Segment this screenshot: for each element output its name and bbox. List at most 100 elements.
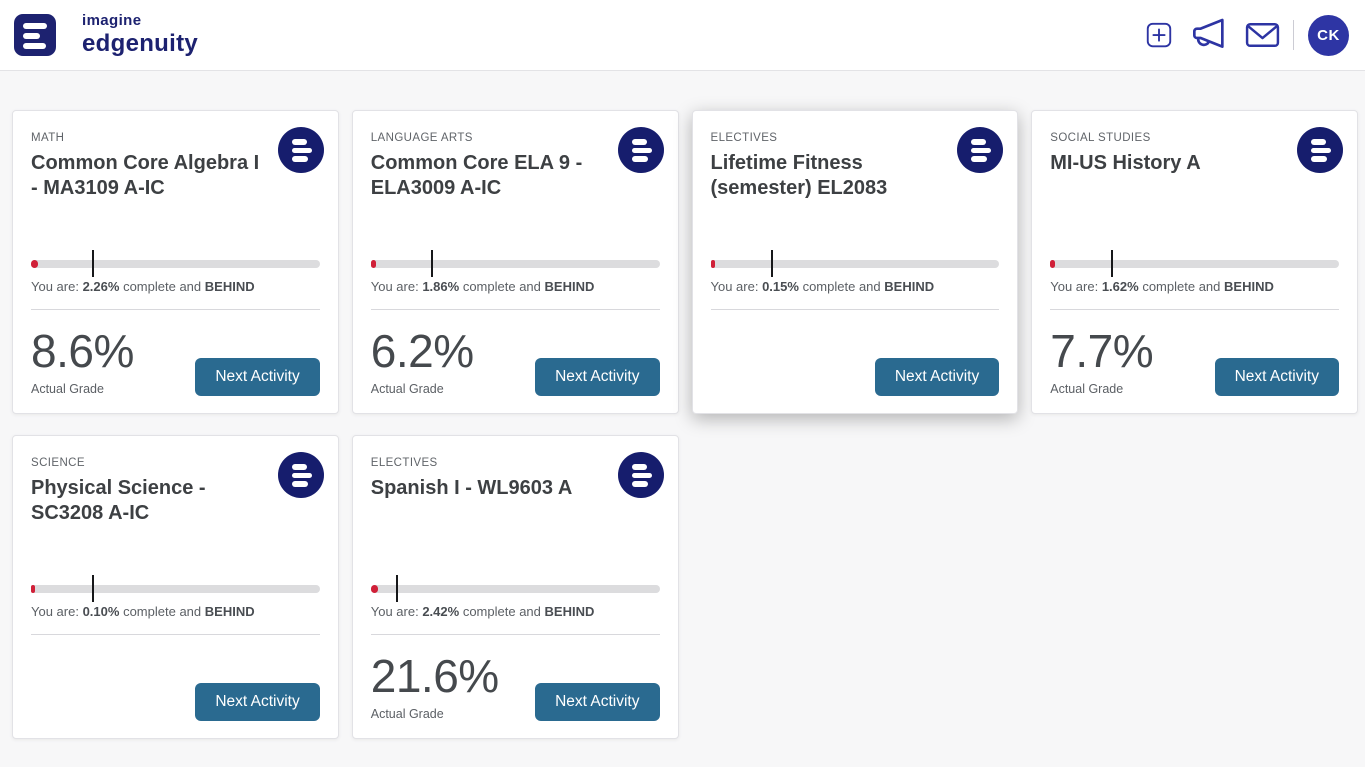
progress-status: You are: 2.26% complete and BEHIND (31, 279, 255, 294)
header-actions: CK (1131, 14, 1349, 56)
progress-track (1050, 260, 1339, 268)
next-activity-button[interactable]: Next Activity (1214, 358, 1339, 396)
progress-bar (1050, 250, 1339, 277)
next-activity-button[interactable]: Next Activity (874, 358, 1000, 396)
progress-status: You are: 0.10% complete and BEHIND (31, 604, 255, 619)
progress-bar (31, 575, 320, 602)
progress-status: You are: 2.42% complete and BEHIND (370, 604, 595, 619)
progress-fill (370, 260, 377, 268)
target-tick (1110, 250, 1113, 277)
next-activity-button[interactable]: Next Activity (535, 683, 660, 721)
status-behind: BEHIND (1224, 279, 1274, 294)
course-head: LANGUAGE ARTS Common Core ELA 9 - ELA300… (371, 132, 660, 251)
course-title: Spanish I - WL9603 A (370, 477, 573, 499)
status-behind: BEHIND (204, 604, 255, 619)
course-card-spanish: ELECTIVES Spanish I - WL9603 A You are: … (351, 435, 679, 739)
progress-track (31, 260, 320, 268)
course-card-ela: LANGUAGE ARTS Common Core ELA 9 - ELA300… (351, 110, 679, 414)
edgenuity-course-icon (1297, 127, 1343, 173)
percent-complete: 0.10% (82, 604, 120, 619)
card-divider (1050, 309, 1339, 310)
grade-value: 21.6% (370, 650, 499, 702)
card-divider (370, 309, 660, 310)
next-activity-button[interactable]: Next Activity (535, 358, 660, 396)
progress-status: You are: 0.15% complete and BEHIND (710, 279, 935, 294)
course-subject: SOCIAL STUDIES (1050, 132, 1151, 144)
messages-icon[interactable] (1244, 19, 1281, 51)
course-title: Physical Science - SC3208 A-IC (31, 477, 206, 524)
grade-block: 21.6% Actual Grade (371, 653, 499, 721)
next-activity-button[interactable]: Next Activity (195, 358, 320, 396)
brand-imagine: imagine (82, 12, 142, 29)
percent-complete: 1.62% (1101, 279, 1139, 294)
card-divider (31, 634, 320, 635)
user-avatar[interactable]: CK (1308, 14, 1349, 56)
next-activity-button[interactable]: Next Activity (195, 683, 320, 721)
course-head: SOCIAL STUDIES MI-US History A (1050, 132, 1339, 251)
grade-block: 7.7% Actual Grade (1050, 328, 1153, 396)
target-tick (395, 575, 398, 602)
header-divider (1293, 20, 1294, 50)
progress-fill (370, 585, 378, 593)
progress-fill (710, 260, 715, 268)
brand-logo[interactable]: imagine edgenuity (14, 12, 198, 58)
course-subject: LANGUAGE ARTS (370, 132, 473, 144)
grade-label: Actual Grade (370, 382, 444, 396)
app-header: imagine edgenuity CK (0, 0, 1365, 71)
edgenuity-logo-icon (14, 14, 56, 56)
dashboard-main: MATH Common Core Algebra I - MA3109 A-IC… (0, 71, 1365, 739)
course-head: SCIENCE Physical Science - SC3208 A-IC (31, 457, 320, 576)
status-behind: BEHIND (204, 279, 255, 294)
course-subject: SCIENCE (31, 457, 85, 469)
course-head: MATH Common Core Algebra I - MA3109 A-IC (31, 132, 320, 251)
announcements-icon[interactable] (1187, 15, 1231, 55)
edgenuity-course-icon (617, 452, 664, 498)
grade-block: 6.2% Actual Grade (371, 328, 474, 396)
grade-value: 6.2% (370, 325, 474, 377)
course-grid: MATH Common Core Algebra I - MA3109 A-IC… (12, 110, 1358, 739)
progress-bar (710, 250, 1000, 277)
add-icon[interactable] (1144, 20, 1174, 50)
edgenuity-course-icon (957, 127, 1004, 173)
course-subject: MATH (31, 132, 65, 144)
grade-value: 8.6% (31, 325, 134, 377)
edgenuity-course-icon (277, 127, 324, 173)
progress-track (370, 585, 660, 593)
course-title: Common Core ELA 9 - ELA3009 A-IC (370, 152, 583, 199)
progress-status: You are: 1.62% complete and BEHIND (1050, 279, 1274, 294)
course-card-lifetime-fitness: ELECTIVES Lifetime Fitness (semester) EL… (691, 110, 1019, 414)
course-head: ELECTIVES Spanish I - WL9603 A (371, 457, 660, 576)
course-title: Common Core Algebra I - MA3109 A-IC (31, 152, 260, 199)
progress-bar (31, 250, 320, 277)
target-tick (91, 250, 94, 277)
grade-label: Actual Grade (370, 707, 444, 721)
percent-complete: 2.42% (422, 604, 460, 619)
course-card-physical-science: SCIENCE Physical Science - SC3208 A-IC Y… (12, 435, 339, 739)
status-behind: BEHIND (544, 279, 595, 294)
progress-fill (1050, 260, 1055, 268)
progress-fill (31, 260, 38, 268)
card-divider (370, 634, 660, 635)
edgenuity-course-icon (617, 127, 664, 173)
edgenuity-course-icon (277, 452, 324, 498)
percent-complete: 1.86% (422, 279, 460, 294)
card-divider (31, 309, 320, 310)
course-subject: ELECTIVES (370, 457, 438, 469)
course-card-us-history: SOCIAL STUDIES MI-US History A You are: … (1031, 110, 1358, 414)
brand-edgenuity: edgenuity (82, 30, 199, 57)
course-head: ELECTIVES Lifetime Fitness (semester) EL… (711, 132, 1000, 251)
grade-label: Actual Grade (1050, 382, 1124, 396)
grade-block: 8.6% Actual Grade (31, 328, 134, 396)
progress-track (370, 260, 660, 268)
progress-bar (370, 575, 660, 602)
course-title: Lifetime Fitness (semester) EL2083 (710, 152, 888, 199)
target-tick (91, 575, 94, 602)
course-subject: ELECTIVES (710, 132, 778, 144)
target-tick (771, 250, 774, 277)
status-behind: BEHIND (544, 604, 595, 619)
progress-track (710, 260, 1000, 268)
percent-complete: 2.26% (82, 279, 120, 294)
grade-label: Actual Grade (31, 382, 104, 396)
brand-text: imagine edgenuity (82, 12, 198, 58)
progress-bar (370, 250, 660, 277)
